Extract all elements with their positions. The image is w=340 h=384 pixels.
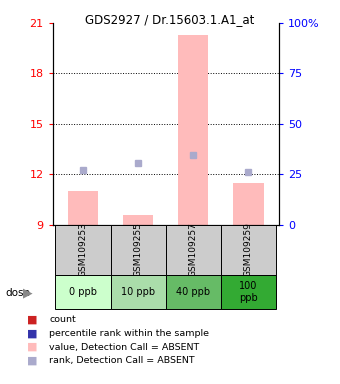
Text: ■: ■ xyxy=(27,328,37,338)
Text: ▶: ▶ xyxy=(23,286,33,300)
Bar xyxy=(110,225,166,275)
Bar xyxy=(55,275,110,309)
Text: 100
ppb: 100 ppb xyxy=(239,281,258,303)
Text: dose: dose xyxy=(5,288,30,298)
Text: ■: ■ xyxy=(27,342,37,352)
Text: 0 ppb: 0 ppb xyxy=(69,287,97,297)
Text: rank, Detection Call = ABSENT: rank, Detection Call = ABSENT xyxy=(49,356,195,366)
Text: 40 ppb: 40 ppb xyxy=(176,287,210,297)
Bar xyxy=(166,275,221,309)
Text: GSM109257: GSM109257 xyxy=(189,222,198,277)
Bar xyxy=(55,225,110,275)
Bar xyxy=(110,275,166,309)
Text: count: count xyxy=(49,315,76,324)
Bar xyxy=(178,35,208,225)
Text: percentile rank within the sample: percentile rank within the sample xyxy=(49,329,209,338)
Bar xyxy=(166,225,221,275)
Bar xyxy=(221,225,276,275)
Bar xyxy=(221,275,276,309)
Bar xyxy=(233,183,264,225)
Text: GDS2927 / Dr.15603.1.A1_at: GDS2927 / Dr.15603.1.A1_at xyxy=(85,13,255,26)
Text: GSM109253: GSM109253 xyxy=(79,222,87,277)
Bar xyxy=(123,215,153,225)
Text: GSM109259: GSM109259 xyxy=(244,222,253,277)
Text: ■: ■ xyxy=(27,356,37,366)
Text: 10 ppb: 10 ppb xyxy=(121,287,155,297)
Text: ■: ■ xyxy=(27,314,37,324)
Bar xyxy=(68,191,98,225)
Text: GSM109255: GSM109255 xyxy=(134,222,143,277)
Text: value, Detection Call = ABSENT: value, Detection Call = ABSENT xyxy=(49,343,200,352)
